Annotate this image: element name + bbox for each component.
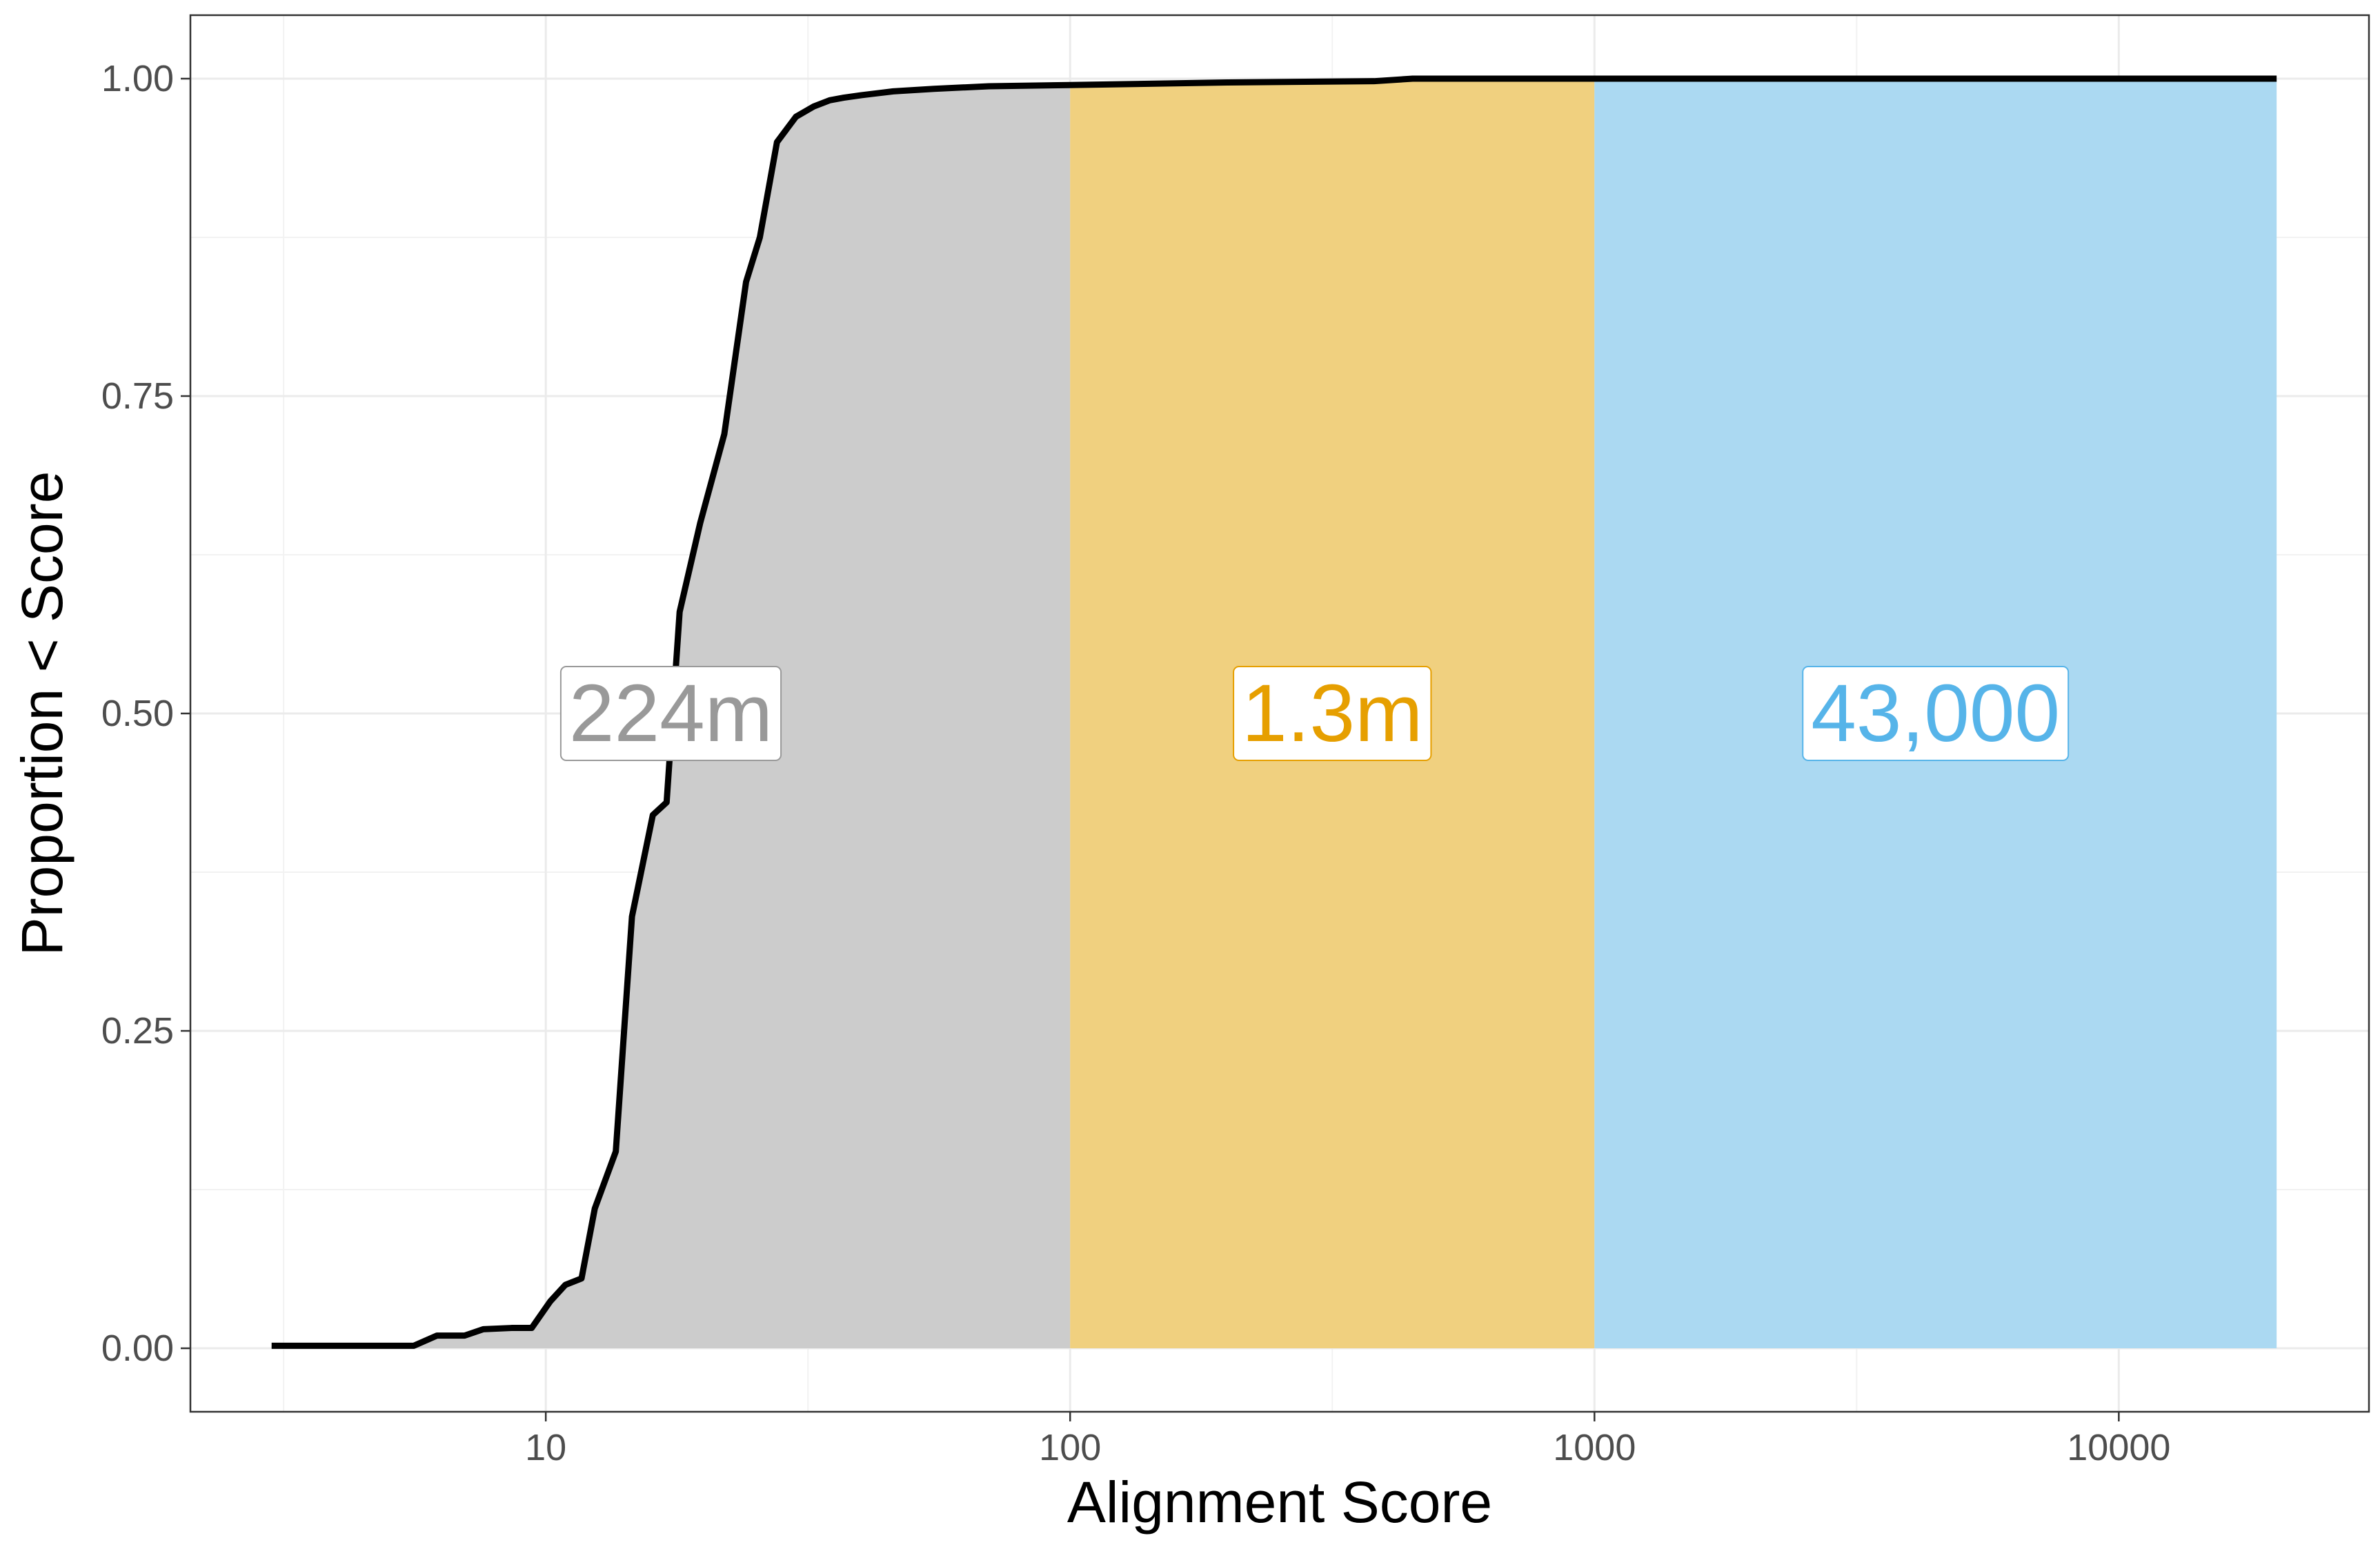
- cumulative-line: [271, 75, 2277, 1349]
- region-label: 1.3m: [1242, 668, 1422, 759]
- region-label: 224m: [569, 668, 773, 759]
- x-tick-label: 1000: [1553, 1427, 1636, 1468]
- region-label: 43,000: [1811, 668, 2060, 759]
- region-label-box: [559, 666, 782, 761]
- region-label-box: [1802, 666, 2070, 761]
- y-tick-label: 0.00: [101, 1328, 174, 1369]
- y-tick-label: 0.50: [101, 693, 174, 734]
- axis-ticks: 10 100 1000 10000 0.00 0.25 0.50 0.75 1.00: [101, 58, 2171, 1468]
- x-tick-label: 100: [1039, 1427, 1101, 1468]
- y-tick-label: 0.75: [101, 375, 174, 417]
- shaded-regions: [271, 79, 2277, 1349]
- region-label-box: [1233, 666, 1432, 761]
- x-tick-label: 10000: [2067, 1427, 2170, 1468]
- cumulative-line-layer: [271, 75, 2277, 1349]
- y-axis-title: Proportion < Score: [10, 471, 75, 956]
- x-axis-title: Alignment Score: [1067, 1470, 1492, 1535]
- y-tick-label: 0.25: [101, 1010, 174, 1052]
- x-tick-label: 10: [525, 1427, 566, 1468]
- region-labels: 224m 1.3m 43,000: [559, 666, 2070, 761]
- y-tick-label: 1.00: [101, 58, 174, 99]
- shaded-region: [271, 85, 1071, 1349]
